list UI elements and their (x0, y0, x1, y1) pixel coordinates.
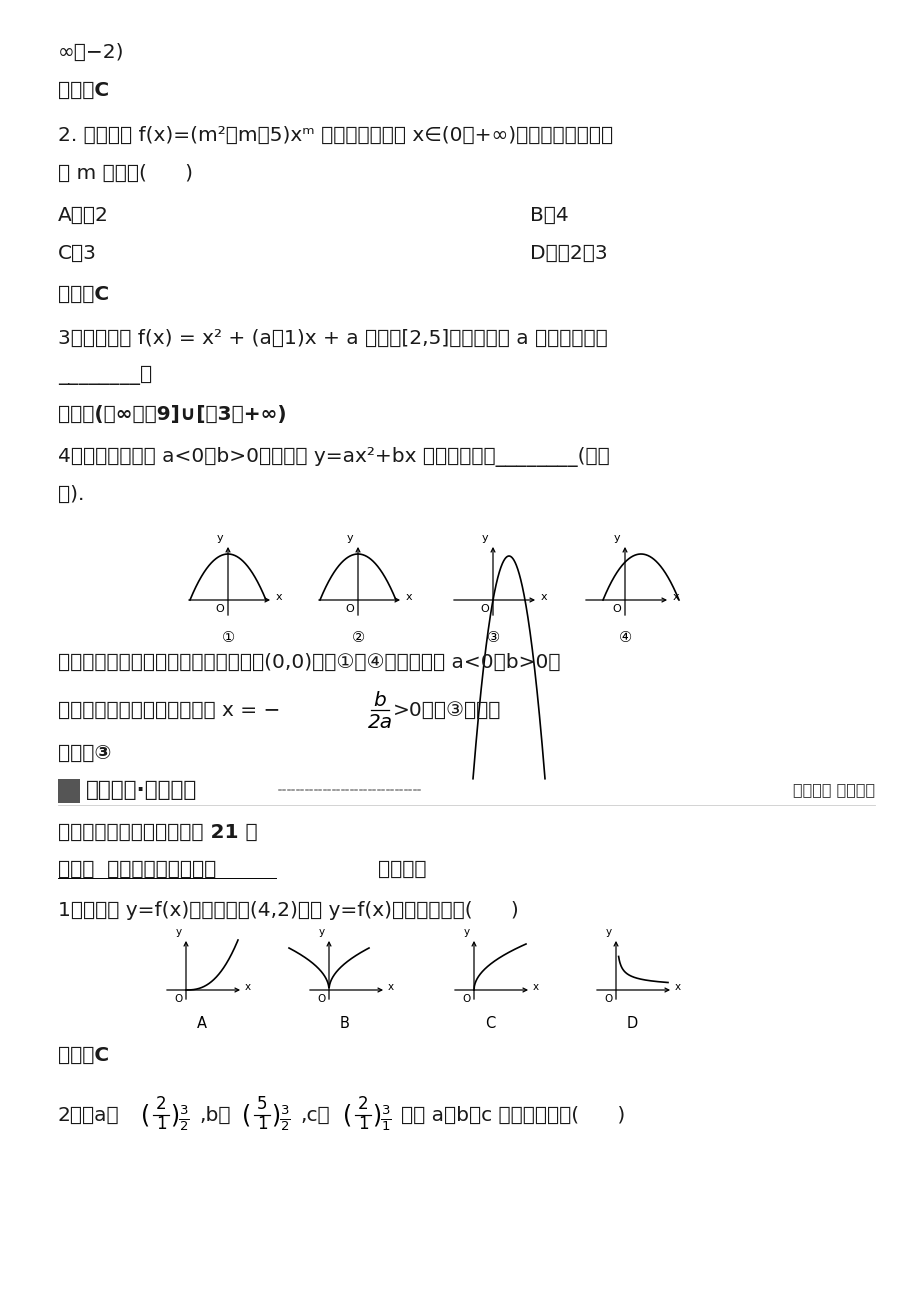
Text: B: B (340, 1017, 349, 1031)
Text: y: y (346, 533, 353, 543)
Text: 5: 5 (256, 1095, 267, 1113)
Text: B．4: B．4 (529, 206, 568, 224)
Text: 题型突破·重点探究: 题型突破·重点探究 (85, 780, 197, 799)
Text: y: y (606, 927, 611, 937)
Text: 2: 2 (179, 1120, 188, 1133)
Text: 题型一  幂函数的图象与性质: 题型一 幂函数的图象与性质 (58, 859, 216, 879)
Text: A．－2: A．－2 (58, 206, 108, 224)
Text: 授课提示：对应学生用书第 21 页: 授课提示：对应学生用书第 21 页 (58, 823, 257, 841)
Text: 3: 3 (179, 1104, 188, 1117)
Text: y: y (319, 927, 324, 937)
Text: 3: 3 (381, 1104, 390, 1117)
Text: O: O (604, 993, 612, 1004)
Bar (58, 779, 80, 803)
Text: 3．已知函数 f(x) = x² + (a－1)x + a 在区间[2,5]上单调，则 a 的取值范围为: 3．已知函数 f(x) = x² + (a－1)x + a 在区间[2,5]上单… (58, 328, 607, 348)
Text: 答案：(－∞，－9]∪[－3，+∞): 答案：(－∞，－9]∪[－3，+∞) (58, 405, 287, 423)
Text: ∞，−2): ∞，−2) (58, 43, 124, 61)
Text: A: A (197, 1017, 207, 1031)
Text: ________．: ________． (58, 366, 152, 384)
Text: 解析：由函数的解析式可知，图象过点(0,0)，故①、④不正确．又 a<0，b>0，: 解析：由函数的解析式可知，图象过点(0,0)，故①、④不正确．又 a<0，b>0… (58, 652, 560, 672)
Text: 答案：③: 答案：③ (58, 743, 111, 763)
Text: 1: 1 (381, 1120, 390, 1133)
Text: 1: 1 (357, 1115, 368, 1133)
Text: C: C (484, 1017, 494, 1031)
Text: ,b＝: ,b＝ (199, 1105, 231, 1125)
Text: O: O (175, 993, 183, 1004)
Text: ①: ① (221, 630, 234, 646)
Text: 1: 1 (256, 1115, 267, 1133)
Text: D: D (626, 1017, 637, 1031)
Text: 答案：C: 答案：C (58, 285, 109, 303)
Text: x: x (672, 592, 678, 602)
Text: 所以二次函数图象的对称轴为 x = −: 所以二次函数图象的对称轴为 x = − (58, 700, 280, 720)
Text: x: x (532, 982, 539, 992)
Text: O: O (462, 993, 471, 1004)
Text: ,c＝: ,c＝ (300, 1105, 329, 1125)
Text: b: b (373, 690, 386, 710)
Text: 答案：C: 答案：C (58, 81, 109, 99)
Text: x: x (405, 592, 412, 602)
Text: (: ( (141, 1103, 150, 1128)
Text: y: y (613, 533, 619, 543)
Text: 2. 已知函数 f(x)=(m²－m－5)xᵐ 是幂函数，且在 x∈(0，+∞)时为增函数，则实: 2. 已知函数 f(x)=(m²－m－5)xᵐ 是幂函数，且在 x∈(0，+∞)… (58, 125, 612, 145)
Text: 2: 2 (357, 1095, 368, 1113)
Text: 2a: 2a (367, 712, 392, 732)
Text: x: x (388, 982, 393, 992)
Text: ④: ④ (618, 630, 630, 646)
Text: D．－2或3: D．－2或3 (529, 243, 607, 263)
Text: 1．幂函数 y=f(x)的图象过点(4,2)，则 y=f(x)的图象大致是(      ): 1．幂函数 y=f(x)的图象过点(4,2)，则 y=f(x)的图象大致是( ) (58, 901, 518, 919)
Text: C．3: C．3 (58, 243, 96, 263)
Text: >0，故③正确．: >0，故③正确． (392, 700, 501, 720)
Text: 数 m 的值是(      ): 数 m 的值是( ) (58, 164, 193, 182)
Text: x: x (276, 592, 282, 602)
Text: 2: 2 (155, 1095, 166, 1113)
Text: ): ) (170, 1103, 179, 1128)
Text: y: y (482, 533, 488, 543)
Text: x: x (675, 982, 680, 992)
Text: y: y (217, 533, 223, 543)
Text: O: O (346, 604, 354, 615)
Text: y: y (176, 927, 182, 937)
Text: ③: ③ (486, 630, 499, 646)
Text: 号).: 号). (58, 484, 85, 504)
Text: 1: 1 (155, 1115, 166, 1133)
Text: 自主探究: 自主探究 (378, 859, 426, 879)
Text: 2: 2 (280, 1120, 289, 1133)
Text: (: ( (242, 1103, 251, 1128)
Text: O: O (318, 993, 325, 1004)
Text: (: ( (343, 1103, 352, 1128)
Text: O: O (215, 604, 224, 615)
Text: ): ) (271, 1103, 279, 1128)
Text: 深度剖析 通法悟道: 深度剖析 通法悟道 (792, 783, 874, 798)
Text: O: O (612, 604, 620, 615)
Text: O: O (480, 604, 489, 615)
Text: 答案：C: 答案：C (58, 1046, 109, 1065)
Text: 2．若a＝: 2．若a＝ (58, 1105, 119, 1125)
Text: ，则 a，b，c 的大小关系是(      ): ，则 a，b，c 的大小关系是( ) (401, 1105, 625, 1125)
Text: y: y (463, 927, 470, 937)
Text: x: x (244, 982, 251, 992)
Text: ): ) (371, 1103, 380, 1128)
Text: ②: ② (351, 630, 364, 646)
Text: 4．如图所示，若 a<0，b>0，则函数 y=ax²+bx 的大致图象是________(填序: 4．如图所示，若 a<0，b>0，则函数 y=ax²+bx 的大致图象是____… (58, 447, 609, 467)
Text: 3: 3 (280, 1104, 289, 1117)
Text: x: x (540, 592, 547, 602)
